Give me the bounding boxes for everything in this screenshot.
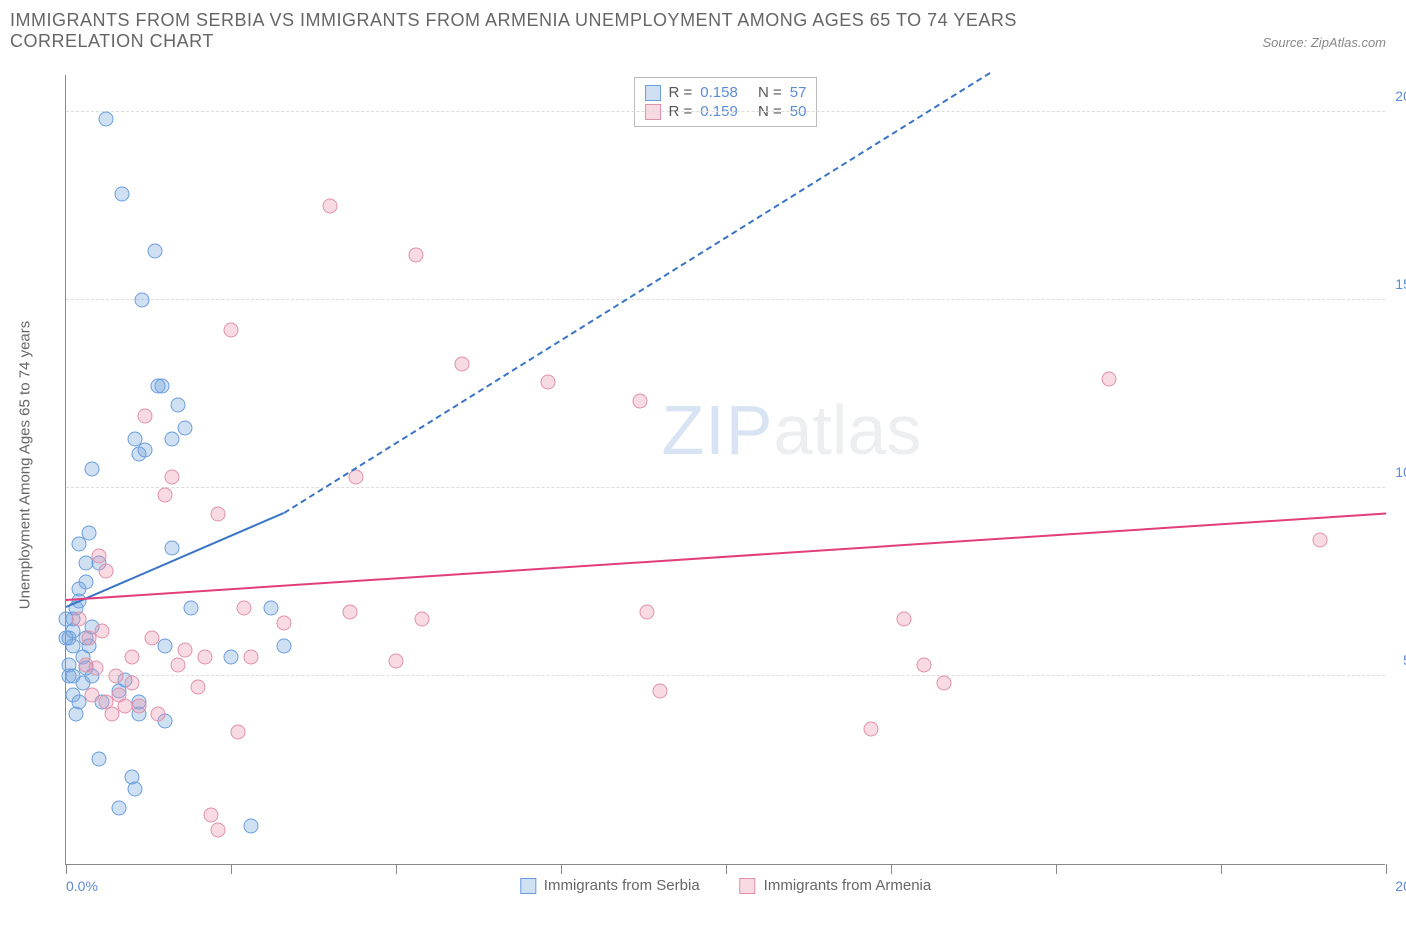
y-tick-label: 20.0%	[1395, 88, 1406, 104]
data-point	[184, 601, 199, 616]
x-tick	[396, 864, 397, 874]
legend-item-serbia: Immigrants from Serbia	[520, 877, 700, 894]
y-axis-label: Unemployment Among Ages 65 to 74 years	[17, 321, 34, 610]
data-point	[639, 604, 654, 619]
gridline	[66, 487, 1385, 488]
gridline	[66, 111, 1385, 112]
data-point	[210, 507, 225, 522]
x-axis-min-label: 0.0%	[66, 878, 98, 894]
data-point	[230, 725, 245, 740]
data-point	[897, 612, 912, 627]
data-point	[98, 112, 113, 127]
data-point	[1101, 371, 1116, 386]
data-point	[164, 431, 179, 446]
watermark: ZIPatlas	[662, 390, 922, 470]
series-legend: Immigrants from Serbia Immigrants from A…	[520, 877, 931, 894]
data-point	[243, 819, 258, 834]
data-point	[415, 612, 430, 627]
x-tick	[561, 864, 562, 874]
data-point	[85, 462, 100, 477]
x-tick	[726, 864, 727, 874]
data-point	[158, 488, 173, 503]
data-point	[138, 443, 153, 458]
x-tick	[66, 864, 67, 874]
data-point	[154, 379, 169, 394]
data-point	[125, 650, 140, 665]
stats-row-serbia: R = 0.158 N = 57	[645, 84, 807, 101]
data-point	[224, 322, 239, 337]
data-point	[92, 751, 107, 766]
data-point	[111, 800, 126, 815]
x-tick	[1221, 864, 1222, 874]
data-point	[936, 676, 951, 691]
x-tick	[891, 864, 892, 874]
data-point	[276, 638, 291, 653]
trend-line	[66, 512, 1386, 601]
data-point	[72, 612, 87, 627]
data-point	[92, 548, 107, 563]
legend-item-armenia: Immigrants from Armenia	[740, 877, 932, 894]
data-point	[191, 680, 206, 695]
data-point	[323, 198, 338, 213]
y-tick-label: 10.0%	[1395, 464, 1406, 480]
data-point	[917, 657, 932, 672]
trend-line	[283, 72, 990, 514]
data-point	[455, 356, 470, 371]
data-point	[164, 469, 179, 484]
data-point	[210, 823, 225, 838]
data-point	[148, 243, 163, 258]
x-tick	[1386, 864, 1387, 874]
legend-swatch-serbia	[520, 878, 536, 894]
data-point	[78, 574, 93, 589]
data-point	[128, 781, 143, 796]
data-point	[864, 721, 879, 736]
data-point	[276, 616, 291, 631]
data-point	[95, 623, 110, 638]
data-point	[1313, 533, 1328, 548]
data-point	[224, 650, 239, 665]
data-point	[540, 375, 555, 390]
data-point	[653, 683, 668, 698]
data-point	[177, 420, 192, 435]
data-point	[98, 563, 113, 578]
data-point	[134, 292, 149, 307]
correlation-chart: IMMIGRANTS FROM SERBIA VS IMMIGRANTS FRO…	[10, 10, 1396, 920]
data-point	[164, 541, 179, 556]
data-point	[151, 706, 166, 721]
data-point	[144, 631, 159, 646]
gridline	[66, 299, 1385, 300]
legend-swatch-serbia	[645, 85, 661, 101]
gridline	[66, 675, 1385, 676]
source-label: Source: ZipAtlas.com	[1262, 35, 1386, 50]
legend-swatch-armenia	[740, 878, 756, 894]
data-point	[389, 653, 404, 668]
data-point	[115, 187, 130, 202]
x-axis-max-label: 20.0%	[1395, 878, 1406, 894]
data-point	[138, 409, 153, 424]
data-point	[633, 394, 648, 409]
data-point	[131, 699, 146, 714]
data-point	[177, 642, 192, 657]
data-point	[82, 525, 97, 540]
data-point	[237, 601, 252, 616]
stats-legend: R = 0.158 N = 57 R = 0.159 N = 50	[634, 77, 818, 127]
data-point	[171, 398, 186, 413]
chart-title: IMMIGRANTS FROM SERBIA VS IMMIGRANTS FRO…	[10, 10, 1110, 52]
data-point	[125, 676, 140, 691]
x-tick	[231, 864, 232, 874]
plot-area: ZIPatlas R = 0.158 N = 57 R = 0.159 N = …	[65, 75, 1385, 865]
x-tick	[1056, 864, 1057, 874]
data-point	[108, 668, 123, 683]
data-point	[88, 661, 103, 676]
data-point	[204, 808, 219, 823]
data-point	[263, 601, 278, 616]
data-point	[408, 247, 423, 262]
data-point	[158, 638, 173, 653]
data-point	[243, 650, 258, 665]
data-point	[171, 657, 186, 672]
data-point	[342, 604, 357, 619]
data-point	[59, 631, 74, 646]
y-tick-label: 15.0%	[1395, 276, 1406, 292]
data-point	[197, 650, 212, 665]
